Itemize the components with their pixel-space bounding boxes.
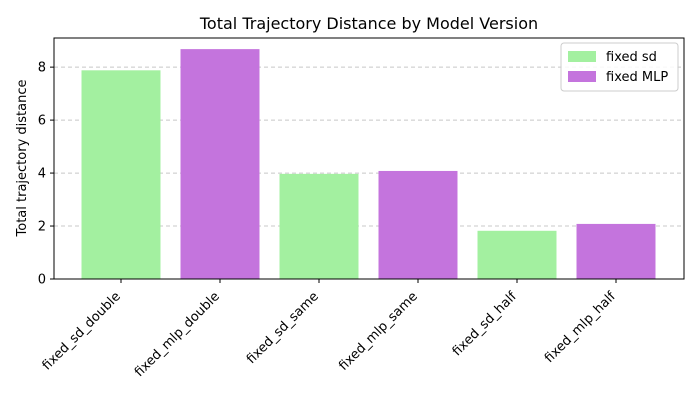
bars-group (81, 49, 656, 279)
bar-fixed_mlp_half (576, 223, 656, 279)
y-tick-label-0: 0 (38, 273, 46, 288)
y-tick-label-4: 8 (38, 61, 46, 76)
bar-fixed_mlp_same (378, 170, 458, 279)
legend-label-0: fixed sd (606, 50, 657, 65)
legend-swatch-0 (568, 51, 596, 62)
x-tick-label-3: fixed_mlp_same (336, 289, 421, 374)
y-tick-label-2: 4 (38, 167, 46, 182)
x-tick-label-5: fixed_mlp_half (542, 289, 619, 366)
legend-label-1: fixed MLP (606, 70, 668, 85)
chart-title: Total Trajectory Distance by Model Versi… (199, 14, 538, 33)
plot-frame (53, 37, 685, 280)
x-tick-label-1: fixed_mlp_double (132, 289, 223, 380)
legend-swatch-1 (568, 71, 596, 82)
x-tick-label-0: fixed_sd_double (40, 289, 124, 373)
x-tick-label-4: fixed_sd_half (450, 289, 520, 359)
bar-fixed_sd_double (81, 70, 161, 279)
bar-fixed_mlp_double (180, 49, 260, 279)
y-axis-ticks: 0 2 4 6 8 (38, 61, 54, 288)
y-tick-label-3: 6 (38, 114, 46, 129)
x-tick-label-2: fixed_sd_same (244, 289, 322, 367)
y-tick-label-1: 2 (38, 220, 46, 235)
legend: fixed sd fixed MLP (560, 42, 679, 92)
y-axis-label: Total trajectory distance (15, 80, 30, 238)
bar-fixed_sd_same (279, 173, 359, 279)
x-axis-ticks: fixed_sd_double fixed_mlp_double fixed_sd_… (40, 279, 619, 380)
bar-fixed_sd_half (477, 230, 557, 279)
